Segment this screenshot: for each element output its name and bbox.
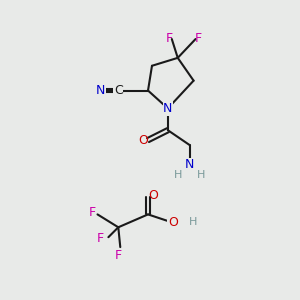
Text: F: F — [97, 232, 104, 245]
Text: H: H — [188, 217, 197, 227]
Text: O: O — [148, 189, 158, 202]
Text: C: C — [114, 84, 123, 97]
Text: O: O — [168, 216, 178, 229]
Text: H: H — [174, 170, 182, 180]
Text: F: F — [165, 32, 172, 44]
Text: N: N — [96, 84, 105, 97]
Text: N: N — [185, 158, 194, 171]
Text: F: F — [115, 248, 122, 262]
Text: O: O — [138, 134, 148, 147]
Text: F: F — [89, 206, 96, 219]
Text: N: N — [163, 102, 172, 115]
Text: H: H — [197, 170, 206, 180]
Text: F: F — [195, 32, 202, 44]
